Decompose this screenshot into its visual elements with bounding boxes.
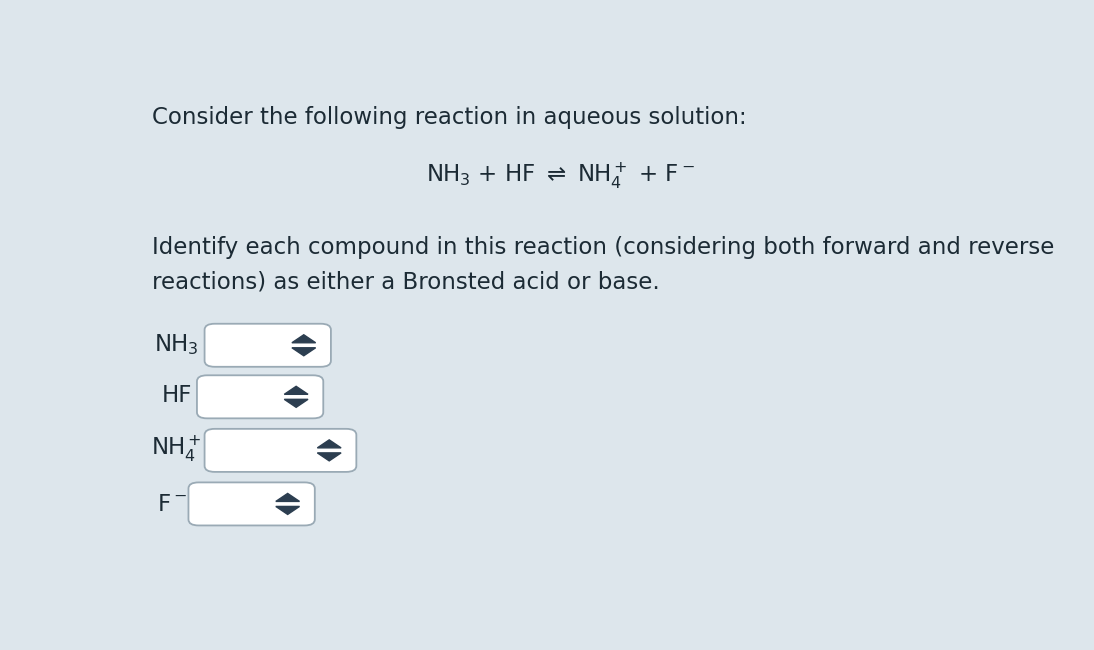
Polygon shape xyxy=(284,399,309,408)
Text: Identify each compound in this reaction (considering both forward and reverse: Identify each compound in this reaction … xyxy=(152,236,1055,259)
FancyBboxPatch shape xyxy=(205,324,330,367)
FancyBboxPatch shape xyxy=(205,429,357,472)
FancyBboxPatch shape xyxy=(197,375,324,419)
Polygon shape xyxy=(276,506,300,514)
Polygon shape xyxy=(317,440,341,448)
Polygon shape xyxy=(317,453,341,461)
Polygon shape xyxy=(292,335,316,343)
Text: NH$_4^+$: NH$_4^+$ xyxy=(151,434,201,464)
Text: HF: HF xyxy=(162,384,191,408)
Text: NH$_3$: NH$_3$ xyxy=(154,332,199,357)
Polygon shape xyxy=(292,348,316,356)
FancyBboxPatch shape xyxy=(188,482,315,525)
Text: reactions) as either a Bronsted acid or base.: reactions) as either a Bronsted acid or … xyxy=(152,270,660,294)
Polygon shape xyxy=(276,493,300,501)
Text: F$^-$: F$^-$ xyxy=(156,493,187,516)
Polygon shape xyxy=(284,386,309,395)
Text: Consider the following reaction in aqueous solution:: Consider the following reaction in aqueo… xyxy=(152,105,746,129)
Text: NH$_3$ + HF $\rightleftharpoons$ NH$_4^+$ + F$^-$: NH$_3$ + HF $\rightleftharpoons$ NH$_4^+… xyxy=(426,161,696,190)
